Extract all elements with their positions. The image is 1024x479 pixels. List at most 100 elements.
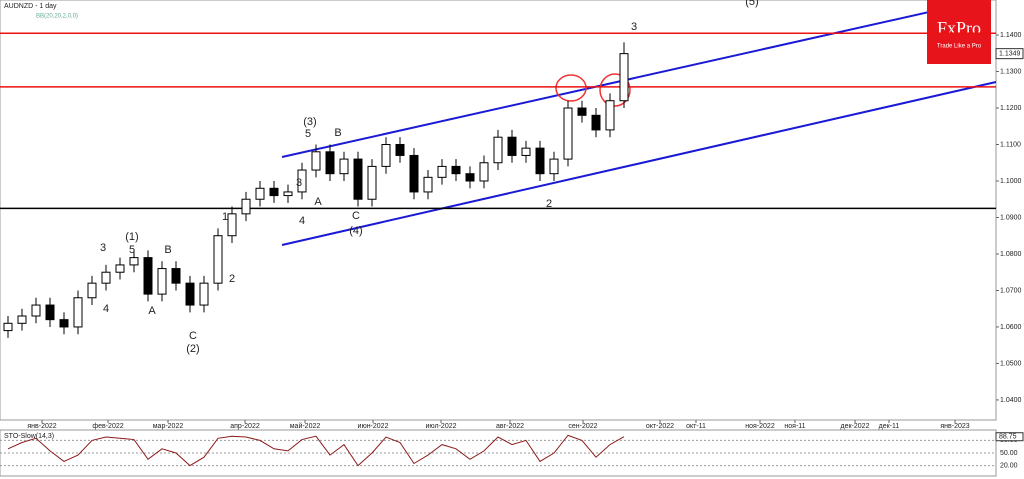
x-tick-label: сен-2022 [568, 423, 597, 430]
x-tick-label: янв-2023 [940, 423, 969, 430]
wave-label: (5) [745, 0, 758, 8]
channel-lower [281, 81, 997, 246]
candle-body [3, 322, 13, 332]
oscillator-line [7, 434, 625, 467]
wave-label: (1) [125, 231, 138, 243]
candle-body [437, 165, 447, 178]
y-tick-label: 1.1000 [1000, 178, 1022, 185]
oscillator-label: STO-Slow(14,3) [4, 433, 54, 440]
plot-frame [0, 0, 997, 421]
y-tick-label: 1.0700 [1000, 287, 1022, 294]
candle-body [549, 158, 559, 175]
candle-body [339, 158, 349, 175]
candle-body [395, 144, 405, 156]
candle-body [381, 144, 391, 167]
wave-label: 3 [296, 177, 302, 189]
candle-body [199, 282, 209, 306]
x-tick-label: янв-2022 [27, 423, 56, 430]
candle-body [353, 158, 363, 200]
candle-body [115, 264, 125, 273]
x-tick-label: окт-2022 [646, 423, 674, 430]
y-tick-label: 1.0900 [1000, 214, 1022, 221]
wave-label: 4 [299, 215, 305, 227]
x-tick-label: мар-2022 [153, 423, 184, 430]
wave-label: 4 [103, 303, 109, 315]
logo-title: FxPro [937, 18, 981, 38]
y-tick-label: 1.1300 [1000, 68, 1022, 75]
x-tick-label: дек-2022 [841, 423, 870, 430]
osc-tag: 88.75 [999, 434, 1017, 441]
candle-body [535, 147, 545, 175]
wave-label: A [148, 305, 156, 317]
candle-body [269, 187, 279, 197]
indicator-label: BB(20,20,2,0,0) [36, 14, 78, 20]
candle-body [451, 165, 461, 175]
candle-body [521, 147, 531, 156]
candle-body [45, 304, 55, 321]
candle-body [423, 176, 433, 193]
x-tick-label: дек-11 [879, 423, 900, 430]
candle-body [479, 162, 489, 182]
candle-body [73, 297, 83, 328]
candle-body [605, 100, 615, 131]
wave-label: C [189, 330, 197, 342]
wave-label: 5 [305, 128, 311, 140]
candle-body [31, 304, 41, 317]
wave-label: C [352, 210, 360, 222]
wave-label: 2 [229, 273, 235, 285]
x-tick-label: май-2022 [290, 422, 321, 430]
candle-body [129, 257, 139, 266]
x-tick-label: фев-2022 [92, 423, 123, 430]
candle-body [563, 107, 573, 160]
osc-tag-box [995, 432, 1024, 442]
candle-body [17, 315, 27, 324]
osc-tick-label: 50.00 [1000, 450, 1018, 457]
channel-upper [281, 0, 988, 158]
y-tick-label: 1.1100 [1000, 141, 1021, 148]
candle-body [577, 107, 587, 116]
price-tag-box [995, 48, 1024, 60]
candle-body [171, 268, 181, 284]
candle-body [465, 173, 475, 182]
candle-body [507, 136, 517, 156]
candle-body [101, 271, 111, 284]
price-tag: 1.1349 [999, 50, 1021, 57]
candle-body [297, 169, 307, 193]
wave-label: 2 [546, 198, 552, 210]
x-tick-label: июл-2022 [426, 423, 457, 430]
logo-subtitle: Trade Like a Pro [937, 44, 982, 50]
candle-body [409, 154, 419, 193]
osc-tick-label: 20.00 [1000, 462, 1018, 469]
x-tick-label: ноя-11 [784, 423, 805, 430]
x-tick-label: апр-2022 [230, 423, 260, 430]
wave-label: A [314, 196, 322, 208]
wave-label: B [164, 244, 171, 256]
x-tick-label: июн-2022 [358, 423, 389, 430]
logo-box [927, 0, 991, 64]
candle-body [367, 165, 377, 200]
highlight-circle [555, 74, 587, 102]
y-tick-label: 1.1400 [1000, 32, 1022, 39]
candle-body [311, 151, 321, 171]
candle-body [213, 235, 223, 284]
wave-label: B [334, 127, 341, 139]
wave-label: (4) [349, 225, 362, 237]
candle-body [325, 151, 335, 175]
x-tick-label: окт-11 [686, 423, 706, 430]
chart-title: AUDNZD - 1 day [4, 3, 57, 10]
candle-body [59, 319, 69, 328]
wave-label: (2) [186, 343, 199, 355]
candle-body [619, 53, 629, 102]
candle-body [143, 257, 153, 295]
candle-body [241, 198, 251, 215]
candle-body [591, 114, 601, 131]
wave-label: 3 [631, 21, 637, 33]
candle-body [157, 268, 167, 295]
candle-body [185, 282, 195, 306]
wave-label: 3 [100, 242, 106, 254]
candle-body [493, 136, 503, 164]
y-tick-label: 1.0600 [1000, 324, 1022, 331]
x-tick-label: ноя-2022 [745, 423, 775, 430]
